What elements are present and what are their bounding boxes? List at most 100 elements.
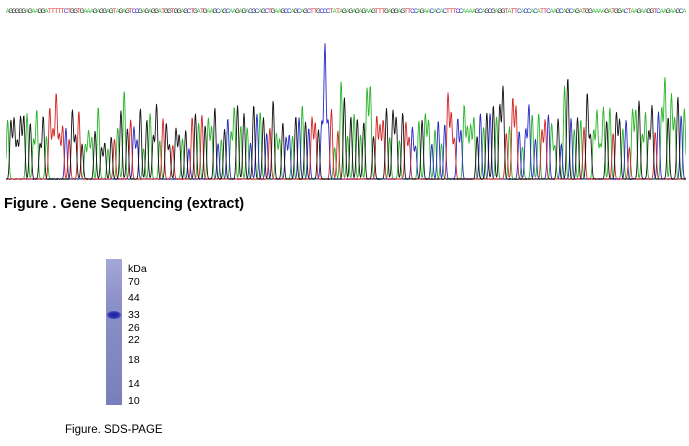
base-letter: G xyxy=(361,9,366,15)
marker-label: 10 xyxy=(128,395,140,407)
base-letter: G xyxy=(21,9,26,15)
base-letter: G xyxy=(193,9,198,15)
base-letter: T xyxy=(190,9,194,15)
base-letter: T xyxy=(200,9,204,15)
base-letter: C xyxy=(436,9,441,15)
base-letter: C xyxy=(287,9,292,15)
base-letter: A xyxy=(682,9,686,15)
base-letter: A xyxy=(148,9,152,15)
base-letter: A xyxy=(482,9,486,15)
base-letter: C xyxy=(679,9,684,15)
base-letter: T xyxy=(67,9,71,15)
base-letter: G xyxy=(174,9,179,15)
base-letter: A xyxy=(553,9,557,15)
base-letter: T xyxy=(51,9,55,15)
base-letter: C xyxy=(248,9,253,15)
base-letter: A xyxy=(32,9,36,15)
base-letter: C xyxy=(255,9,260,15)
marker-label: 18 xyxy=(128,354,140,366)
base-letter: G xyxy=(556,9,561,15)
base-letter: G xyxy=(394,9,399,15)
base-letter: G xyxy=(342,9,347,15)
base-letter: A xyxy=(598,9,602,15)
base-letter: A xyxy=(563,9,567,15)
base-letter: C xyxy=(656,9,661,15)
base-letter: A xyxy=(537,9,541,15)
base-letter: T xyxy=(113,9,117,15)
base-letter: G xyxy=(391,9,396,15)
base-letter: A xyxy=(469,9,473,15)
base-letter: G xyxy=(271,9,276,15)
base-letter: T xyxy=(77,9,81,15)
base-letter: G xyxy=(99,9,104,15)
base-letter: G xyxy=(80,9,85,15)
base-letter: G xyxy=(293,9,298,15)
base-letter: T xyxy=(543,9,547,15)
base-letter: T xyxy=(514,9,518,15)
base-letter: A xyxy=(433,9,437,15)
base-letter: G xyxy=(151,9,156,15)
base-letter: A xyxy=(339,9,343,15)
base-letter: A xyxy=(116,9,120,15)
base-letter: G xyxy=(261,9,266,15)
base-letter: A xyxy=(427,9,431,15)
base-letter: T xyxy=(336,9,340,15)
base-letter: G xyxy=(420,9,425,15)
base-letter: A xyxy=(397,9,401,15)
base-letter: C xyxy=(524,9,529,15)
base-letter: A xyxy=(465,9,469,15)
base-letter: T xyxy=(627,9,631,15)
base-letter: T xyxy=(313,9,317,15)
base-letter: C xyxy=(546,9,551,15)
base-letter: C xyxy=(533,9,538,15)
marker-label: 26 xyxy=(128,322,140,334)
base-letter: G xyxy=(38,9,43,15)
base-letter: G xyxy=(501,9,506,15)
base-letter: G xyxy=(303,9,308,15)
base-letter: C xyxy=(307,9,312,15)
base-letter: G xyxy=(485,9,490,15)
base-letter: C xyxy=(459,9,464,15)
base-letter: A xyxy=(472,9,476,15)
base-letter: G xyxy=(177,9,182,15)
base-letter: T xyxy=(449,9,453,15)
base-letter: A xyxy=(462,9,466,15)
base-letter: A xyxy=(87,9,91,15)
base-letter: A xyxy=(278,9,282,15)
base-letter: A xyxy=(197,9,201,15)
base-letter: A xyxy=(83,9,87,15)
base-letter: G xyxy=(646,9,651,15)
base-letter: T xyxy=(540,9,544,15)
base-letter: A xyxy=(601,9,605,15)
base-letter: T xyxy=(58,9,62,15)
base-letter: C xyxy=(410,9,415,15)
base-letter: A xyxy=(579,9,583,15)
base-letter: A xyxy=(239,9,243,15)
base-letter: G xyxy=(145,9,150,15)
base-letter: A xyxy=(333,9,337,15)
base-letter: T xyxy=(504,9,508,15)
base-letter: A xyxy=(621,9,625,15)
base-letter: G xyxy=(28,9,33,15)
base-letter: T xyxy=(129,9,133,15)
base-letter: A xyxy=(90,9,94,15)
base-letter: A xyxy=(245,9,249,15)
base-letter: G xyxy=(666,9,671,15)
base-letter: T xyxy=(378,9,382,15)
base-letter: G xyxy=(213,9,218,15)
base-letter: C xyxy=(569,9,574,15)
base-letter: A xyxy=(229,9,233,15)
base-letter: A xyxy=(550,9,554,15)
base-letter: C xyxy=(64,9,69,15)
base-letter: C xyxy=(264,9,269,15)
base-letter: A xyxy=(530,9,534,15)
base-letter: C xyxy=(216,9,221,15)
base-letter: T xyxy=(161,9,165,15)
base-letter: G xyxy=(183,9,188,15)
base-letter: A xyxy=(631,9,635,15)
base-letter: A xyxy=(608,9,612,15)
base-letter: G xyxy=(12,9,17,15)
base-letter: G xyxy=(400,9,405,15)
base-letter: A xyxy=(673,9,677,15)
marker-label: 33 xyxy=(128,309,140,321)
